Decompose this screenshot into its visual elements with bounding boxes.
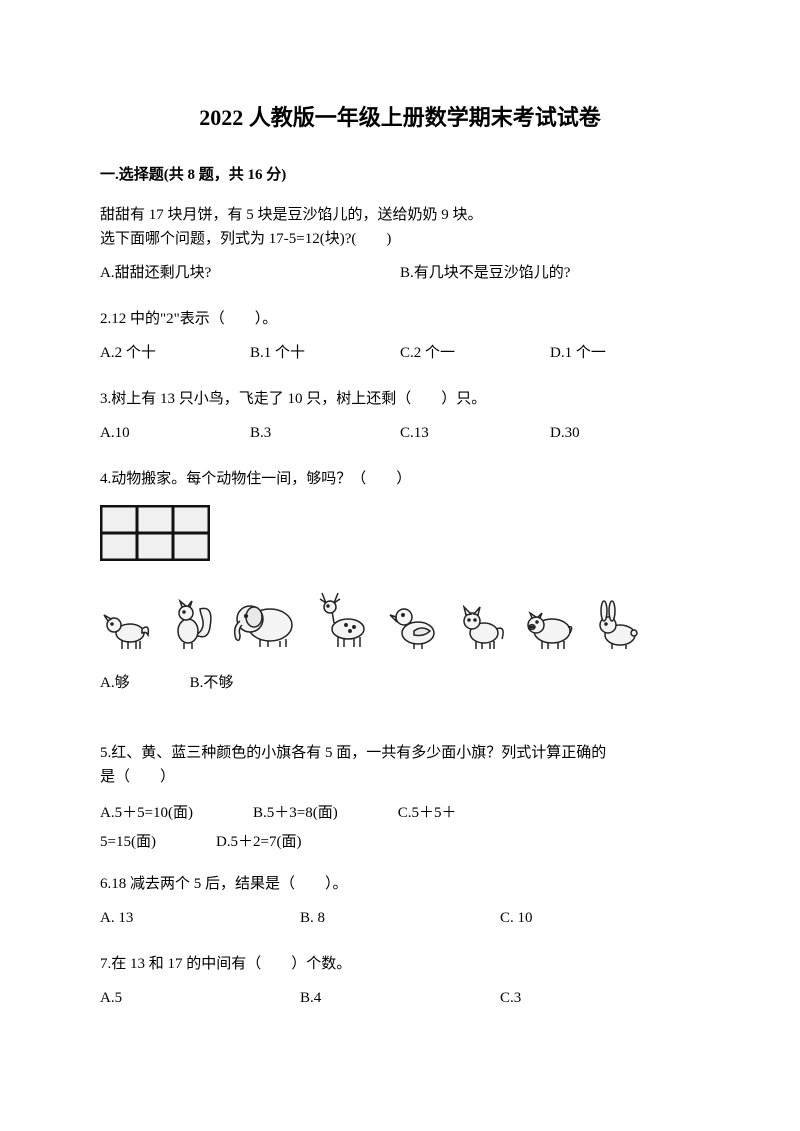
q3-opt-b: B.3 bbox=[250, 421, 400, 445]
q3-opt-c: C.13 bbox=[400, 421, 550, 445]
q2-opt-d: D.1 个一 bbox=[550, 341, 700, 365]
q5-line2: 是（ ） bbox=[100, 769, 175, 785]
q6-options: A. 13 B. 8 C. 10 bbox=[100, 906, 700, 936]
dog-icon bbox=[100, 601, 152, 651]
q1-opt-b: B.有几块不是豆沙馅儿的? bbox=[400, 261, 700, 285]
q4-opt-b: B.不够 bbox=[190, 671, 234, 695]
question-1: 甜甜有 17 块月饼，有 5 块是豆沙馅儿的，送给奶奶 9 块。 选下面哪个问题… bbox=[100, 203, 700, 291]
spacer bbox=[100, 717, 700, 741]
deer-icon bbox=[316, 589, 372, 651]
q6-opt-b: B. 8 bbox=[300, 906, 500, 930]
q1-options: A.甜甜还剩几块? B.有几块不是豆沙馅儿的? bbox=[100, 261, 700, 291]
q4-text: 4.动物搬家。每个动物住一间，够吗？（ ） bbox=[100, 467, 700, 491]
pig-icon bbox=[522, 603, 576, 651]
q4-figure bbox=[100, 505, 700, 651]
q7-opt-a: A.5 bbox=[100, 986, 300, 1010]
duck-icon bbox=[388, 595, 440, 651]
q1-line2: 选下面哪个问题，列式为 17-5=12(块)?( ) bbox=[100, 231, 391, 247]
q1-text: 甜甜有 17 块月饼，有 5 块是豆沙馅儿的，送给奶奶 9 块。 选下面哪个问题… bbox=[100, 203, 700, 251]
q7-options: A.5 B.4 C.3 bbox=[100, 986, 700, 1016]
q2-options: A.2 个十 B.1 个十 C.2 个一 D.1 个一 bbox=[100, 341, 700, 371]
squirrel-icon bbox=[168, 595, 214, 651]
cat-icon bbox=[456, 599, 506, 651]
animal-row bbox=[100, 589, 700, 651]
q3-opt-a: A.10 bbox=[100, 421, 250, 445]
q3-text: 3.树上有 13 只小鸟，飞走了 10 只，树上还剩（ ）只。 bbox=[100, 387, 700, 411]
exam-page: 2022 人教版一年级上册数学期末考试试卷 一.选择题(共 8 题，共 16 分… bbox=[0, 0, 800, 1131]
house-icon bbox=[100, 505, 210, 561]
q1-opt-a: A.甜甜还剩几块? bbox=[100, 261, 400, 285]
question-2: 2.12 中的"2"表示（ ）。 A.2 个十 B.1 个十 C.2 个一 D.… bbox=[100, 307, 700, 371]
question-7: 7.在 13 和 17 的中间有（ ）个数。 A.5 B.4 C.3 bbox=[100, 952, 700, 1016]
q2-text: 2.12 中的"2"表示（ ）。 bbox=[100, 307, 700, 331]
q4-opt-a: A.够 bbox=[100, 671, 130, 695]
q5-line1: 5.红、黄、蓝三种颜色的小旗各有 5 面，一共有多少面小旗？列式计算正确的 bbox=[100, 745, 606, 761]
q7-text: 7.在 13 和 17 的中间有（ ）个数。 bbox=[100, 952, 700, 976]
page-title: 2022 人教版一年级上册数学期末考试试卷 bbox=[100, 100, 700, 135]
q6-opt-c: C. 10 bbox=[500, 906, 700, 930]
q2-opt-a: A.2 个十 bbox=[100, 341, 250, 365]
q3-opt-d: D.30 bbox=[550, 421, 700, 445]
q2-opt-b: B.1 个十 bbox=[250, 341, 400, 365]
question-4: 4.动物搬家。每个动物住一间，够吗？（ ） bbox=[100, 467, 700, 701]
q5-options: A.5＋5=10(面) B.5＋3=8(面) C.5＋5＋ 5=15(面) D.… bbox=[100, 799, 700, 856]
q5-optline1: A.5＋5=10(面) B.5＋3=8(面) C.5＋5＋ bbox=[100, 805, 457, 821]
question-3: 3.树上有 13 只小鸟，飞走了 10 只，树上还剩（ ）只。 A.10 B.3… bbox=[100, 387, 700, 451]
elephant-icon bbox=[230, 591, 300, 651]
rabbit-icon bbox=[592, 595, 642, 651]
q5-text: 5.红、黄、蓝三种颜色的小旗各有 5 面，一共有多少面小旗？列式计算正确的 是（… bbox=[100, 741, 700, 789]
q5-optline2: 5=15(面) D.5＋2=7(面) bbox=[100, 834, 301, 850]
q7-opt-b: B.4 bbox=[300, 986, 500, 1010]
question-6: 6.18 减去两个 5 后，结果是（ ）。 A. 13 B. 8 C. 10 bbox=[100, 872, 700, 936]
question-5: 5.红、黄、蓝三种颜色的小旗各有 5 面，一共有多少面小旗？列式计算正确的 是（… bbox=[100, 741, 700, 856]
section-1-heading: 一.选择题(共 8 题，共 16 分) bbox=[100, 163, 700, 187]
q6-opt-a: A. 13 bbox=[100, 906, 300, 930]
q2-opt-c: C.2 个一 bbox=[400, 341, 550, 365]
q3-options: A.10 B.3 C.13 D.30 bbox=[100, 421, 700, 451]
q6-text: 6.18 减去两个 5 后，结果是（ ）。 bbox=[100, 872, 700, 896]
q7-opt-c: C.3 bbox=[500, 986, 700, 1010]
q4-options: A.够 B.不够 bbox=[100, 671, 700, 701]
q1-line1: 甜甜有 17 块月饼，有 5 块是豆沙馅儿的，送给奶奶 9 块。 bbox=[100, 207, 483, 223]
